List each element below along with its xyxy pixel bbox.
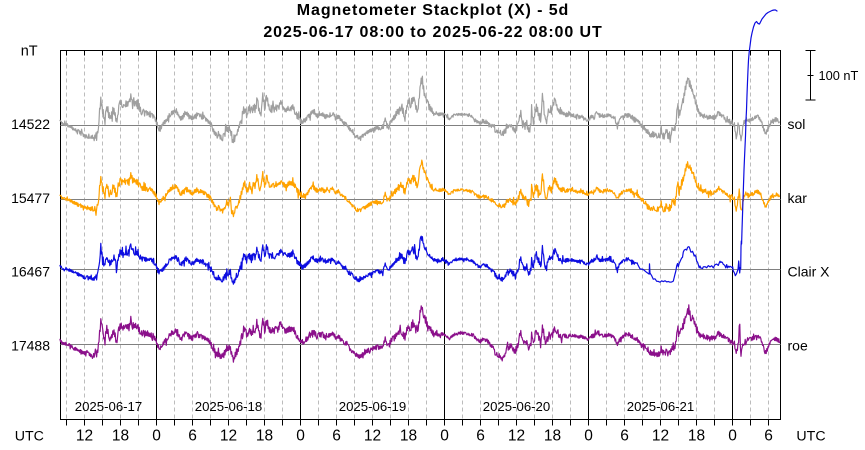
svg-text:0: 0: [440, 428, 449, 445]
svg-text:0: 0: [296, 428, 305, 445]
svg-text:12: 12: [652, 428, 669, 445]
svg-text:0: 0: [584, 428, 593, 445]
svg-text:Clair X: Clair X: [788, 264, 831, 280]
svg-text:UTC: UTC: [796, 428, 825, 444]
svg-text:sol: sol: [788, 116, 806, 132]
svg-text:18: 18: [688, 428, 705, 445]
svg-text:12: 12: [508, 428, 525, 445]
svg-text:6: 6: [620, 428, 629, 445]
svg-text:12: 12: [364, 428, 381, 445]
svg-text:14522: 14522: [11, 116, 50, 132]
svg-text:Magnetometer Stackplot (X) - 5: Magnetometer Stackplot (X) - 5d: [297, 2, 569, 19]
svg-text:12: 12: [76, 428, 93, 445]
svg-text:18: 18: [400, 428, 417, 445]
svg-text:18: 18: [544, 428, 561, 445]
svg-text:2025-06-18: 2025-06-18: [195, 399, 262, 414]
svg-text:16467: 16467: [11, 264, 50, 280]
svg-text:roe: roe: [788, 338, 808, 354]
svg-text:2025-06-19: 2025-06-19: [339, 399, 406, 414]
svg-text:2025-06-17 08:00 to 2025-06-22: 2025-06-17 08:00 to 2025-06-22 08:00 UT: [263, 24, 602, 41]
svg-text:kar: kar: [788, 190, 808, 206]
svg-text:17488: 17488: [11, 338, 50, 354]
svg-text:18: 18: [256, 428, 273, 445]
svg-text:6: 6: [476, 428, 485, 445]
svg-text:15477: 15477: [11, 190, 50, 206]
svg-text:0: 0: [728, 428, 737, 445]
svg-text:0: 0: [152, 428, 161, 445]
svg-text:2025-06-17: 2025-06-17: [75, 399, 142, 414]
svg-text:6: 6: [188, 428, 197, 445]
svg-text:100 nT: 100 nT: [819, 68, 859, 83]
svg-text:12: 12: [220, 428, 237, 445]
svg-text:6: 6: [332, 428, 341, 445]
svg-text:UTC: UTC: [15, 428, 44, 444]
svg-text:2025-06-21: 2025-06-21: [627, 399, 694, 414]
svg-text:18: 18: [112, 428, 129, 445]
svg-text:6: 6: [764, 428, 773, 445]
svg-text:nT: nT: [21, 44, 38, 60]
svg-text:2025-06-20: 2025-06-20: [483, 399, 550, 414]
